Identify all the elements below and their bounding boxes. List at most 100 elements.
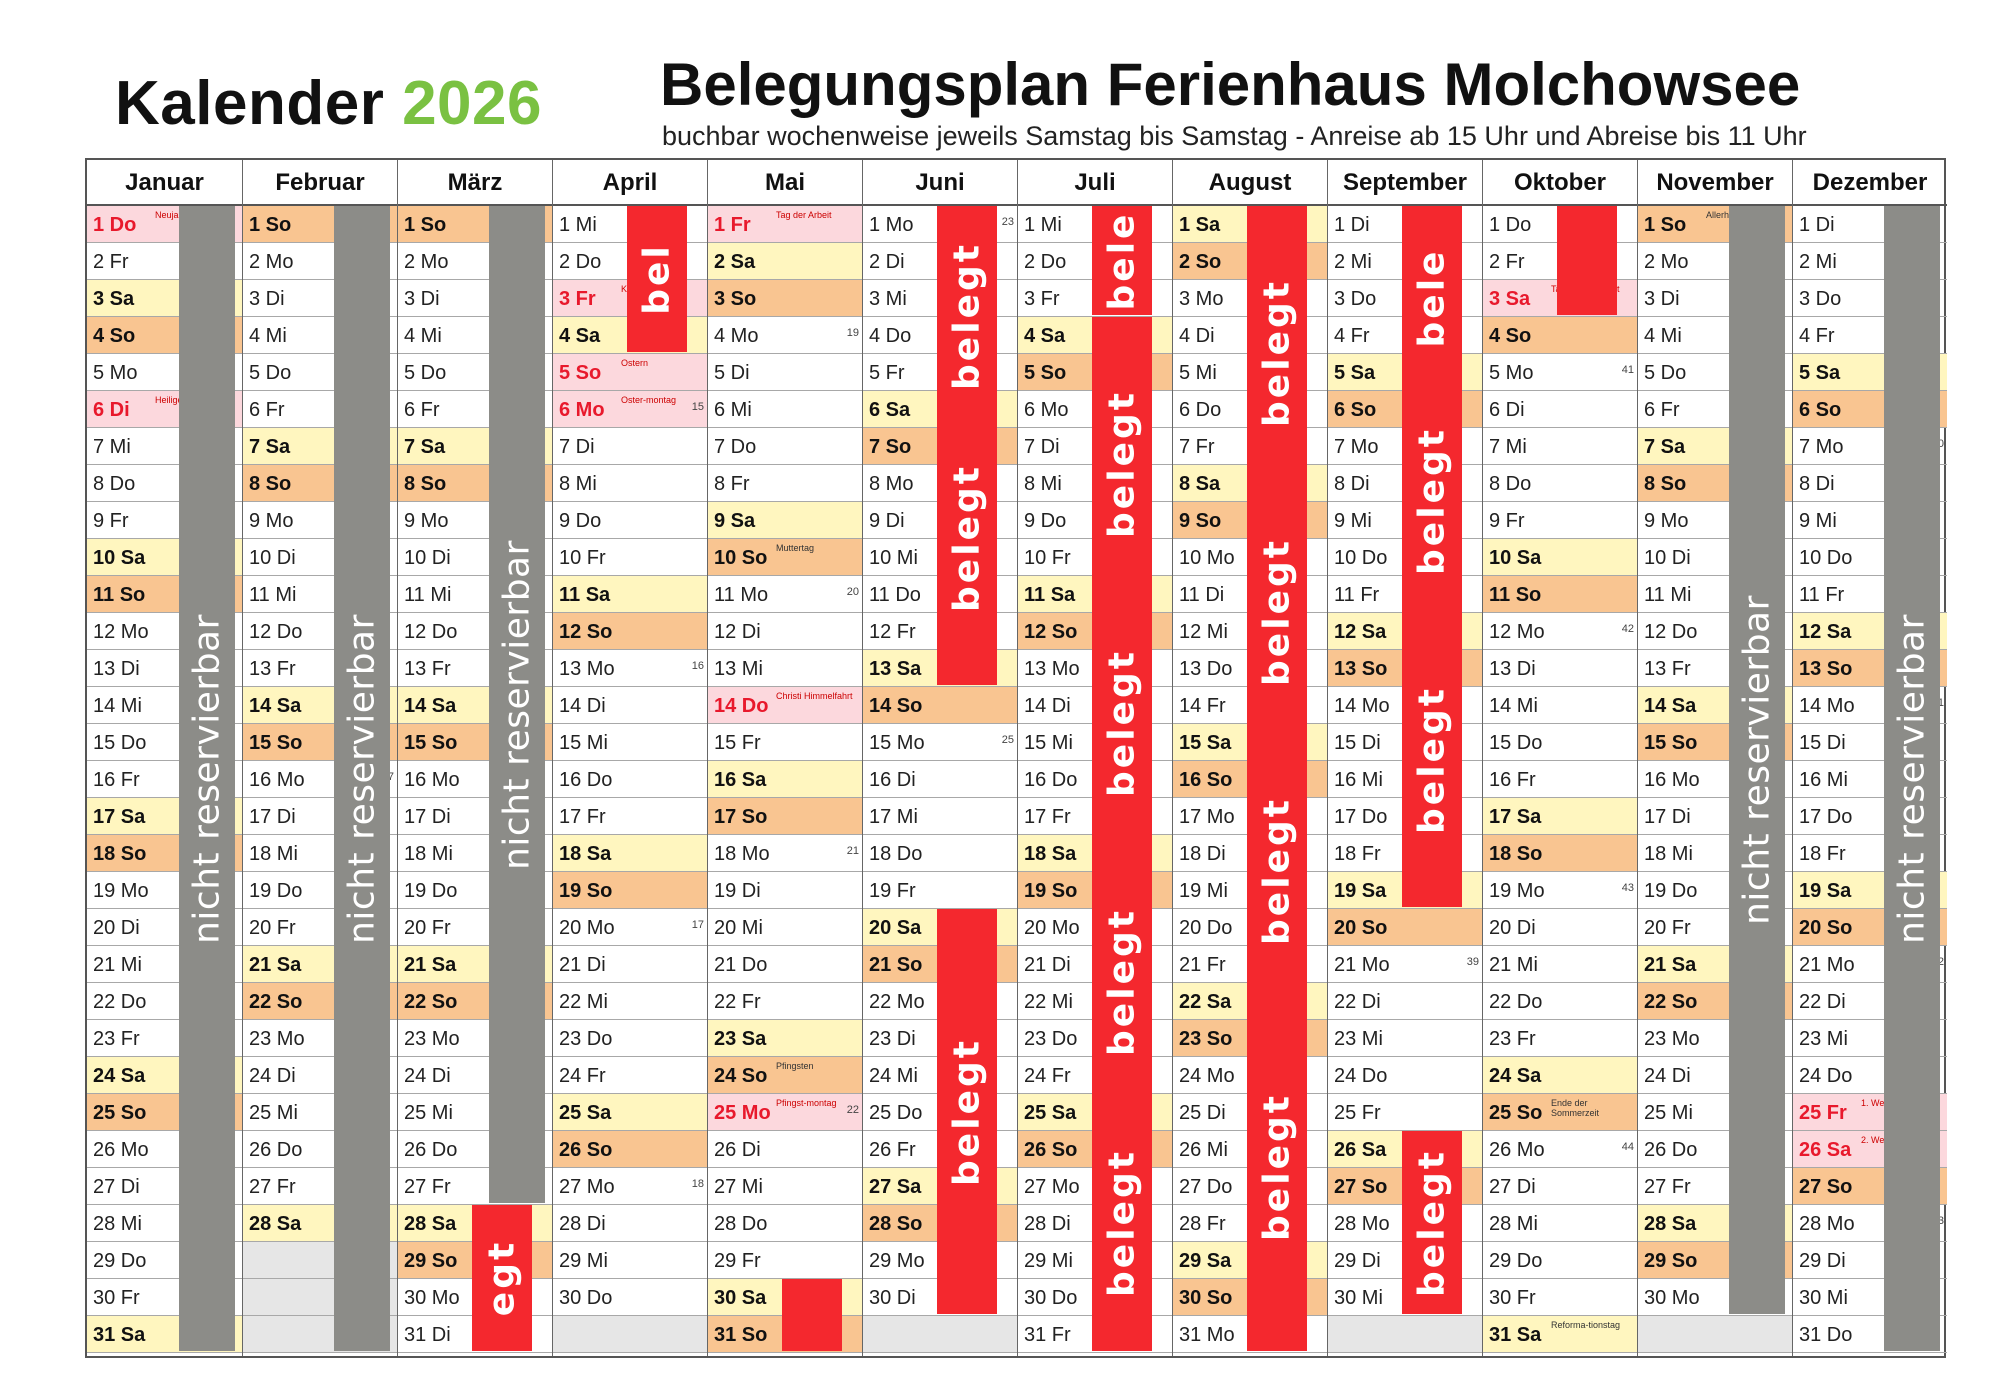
day-cell[interactable]: 3 Do [1793,280,1947,317]
day-cell[interactable]: 11 Mi [1638,576,1792,613]
day-cell[interactable]: 12 Do [1638,613,1792,650]
day-cell[interactable]: 11 Fr [1793,576,1947,613]
day-cell[interactable]: 29 Do [87,1242,242,1279]
day-cell[interactable]: 31 Sa Reforma-tionstag [1483,1316,1637,1353]
day-cell[interactable]: 20 Fr [1638,909,1792,946]
day-cell[interactable]: 14 Do Christi Himmelfahrt [708,687,862,724]
day-cell[interactable]: 6 Di [1483,391,1637,428]
day-cell[interactable]: 5 So Ostern [553,354,707,391]
day-cell[interactable]: 23 Mi [1793,1020,1947,1057]
day-cell[interactable]: 5 Mo [87,354,242,391]
day-cell[interactable]: 16 Mi [1793,761,1947,798]
day-cell[interactable]: 30 Mi [1793,1279,1947,1316]
day-cell[interactable]: 6 Mi [708,391,862,428]
day-cell[interactable]: 10 Di [398,539,552,576]
day-cell[interactable]: 11 Sa [553,576,707,613]
day-cell[interactable]: 2 Mo [1638,243,1792,280]
day-cell[interactable]: 26 Do [398,1131,552,1168]
day-cell[interactable]: 5 Do [1638,354,1792,391]
day-cell[interactable]: 11 Mi [243,576,397,613]
day-cell[interactable]: 22 Do [87,983,242,1020]
day-cell[interactable]: 26 Do [1638,1131,1792,1168]
day-cell[interactable]: 19 Di [708,872,862,909]
day-cell[interactable]: 7 Mi [87,428,242,465]
day-cell[interactable]: 15 Do [87,724,242,761]
day-cell[interactable]: 24 Do [1793,1057,1947,1094]
day-cell[interactable]: 3 Di [398,280,552,317]
day-cell[interactable]: 12 So [553,613,707,650]
day-cell[interactable]: 18 So [1483,835,1637,872]
day-cell[interactable]: 10 Di [243,539,397,576]
day-cell[interactable]: 16 Fr [87,761,242,798]
day-cell[interactable]: 7 Mi [1483,428,1637,465]
day-cell[interactable]: 19 Mo 43 [1483,872,1637,909]
day-cell[interactable]: 16 Fr [1483,761,1637,798]
day-cell[interactable]: 21 Mi [1483,946,1637,983]
day-cell[interactable]: 21 Do [708,946,862,983]
day-cell[interactable]: 16 Sa [708,761,862,798]
day-cell[interactable]: 8 Do [87,465,242,502]
day-cell[interactable]: 5 Do [243,354,397,391]
day-cell[interactable]: 31 Fr [1018,1316,1172,1353]
day-cell[interactable]: 9 Mo [243,502,397,539]
day-cell[interactable]: 25 So Ende der Sommerzeit [1483,1094,1637,1131]
day-cell[interactable]: 21 Mo 39 [1328,946,1482,983]
day-cell[interactable]: 19 So [553,872,707,909]
day-cell[interactable]: 11 Mo 20 [708,576,862,613]
day-cell[interactable]: 15 Fr [708,724,862,761]
day-cell[interactable]: 24 So Pfingsten [708,1057,862,1094]
day-cell[interactable]: 20 Di [87,909,242,946]
day-cell[interactable]: 13 Di [87,650,242,687]
day-cell[interactable]: 4 Mi [398,317,552,354]
day-cell[interactable]: 28 Do [708,1205,862,1242]
day-cell[interactable]: 17 Fr [553,798,707,835]
day-cell[interactable]: 16 Di [863,761,1017,798]
day-cell[interactable]: 2 Mo [243,243,397,280]
day-cell[interactable]: 6 Fr [1638,391,1792,428]
day-cell[interactable]: 14 So [863,687,1017,724]
day-cell[interactable]: 8 Di [1793,465,1947,502]
day-cell[interactable]: 16 Mo [398,761,552,798]
day-cell[interactable]: 31 Do [1793,1316,1947,1353]
day-cell[interactable]: 9 Mo [1638,502,1792,539]
day-cell[interactable]: 20 So [1328,909,1482,946]
day-cell[interactable]: 27 Fr [1638,1168,1792,1205]
day-cell[interactable]: 3 Di [1638,280,1792,317]
day-cell[interactable]: 18 Sa [553,835,707,872]
day-cell[interactable]: 17 Di [398,798,552,835]
day-cell[interactable]: 27 Fr [243,1168,397,1205]
day-cell[interactable]: 25 Mi [398,1094,552,1131]
day-cell[interactable]: 27 Fr [398,1168,552,1205]
day-cell[interactable]: 22 Di [1793,983,1947,1020]
day-cell[interactable]: 2 Mi [1793,243,1947,280]
day-cell[interactable]: 30 Mi [1328,1279,1482,1316]
day-cell[interactable]: 20 Mo 17 [553,909,707,946]
day-cell[interactable]: 17 Do [1793,798,1947,835]
day-cell[interactable]: 31 Mo [1173,1316,1327,1353]
day-cell[interactable]: 28 Mi [87,1205,242,1242]
day-cell[interactable]: 17 Sa [1483,798,1637,835]
day-cell[interactable]: 9 Mo [398,502,552,539]
day-cell[interactable]: 11 Mi [398,576,552,613]
day-cell[interactable]: 10 Di [1638,539,1792,576]
day-cell[interactable]: 12 Do [398,613,552,650]
day-cell[interactable]: 22 Do [1483,983,1637,1020]
day-cell[interactable]: 18 Fr [1793,835,1947,872]
day-cell[interactable]: 26 So [553,1131,707,1168]
day-cell[interactable]: 18 Mo 21 [708,835,862,872]
day-cell[interactable]: 20 Di [1483,909,1637,946]
day-cell[interactable]: 16 Do [553,761,707,798]
day-cell[interactable]: 2 Mo [398,243,552,280]
day-cell[interactable]: 26 Mo 44 [1483,1131,1637,1168]
day-cell[interactable]: 10 Fr [553,539,707,576]
day-cell[interactable]: 20 Fr [243,909,397,946]
day-cell[interactable]: 18 Do [863,835,1017,872]
day-cell[interactable]: 14 Mi [87,687,242,724]
day-cell[interactable]: 23 Fr [87,1020,242,1057]
day-cell[interactable]: 27 Mi [708,1168,862,1205]
day-cell[interactable]: 5 Di [708,354,862,391]
day-cell[interactable]: 28 Di [553,1205,707,1242]
day-cell[interactable]: 19 Do [243,872,397,909]
day-cell[interactable]: 13 Mo 16 [553,650,707,687]
day-cell[interactable]: 28 Mi [1483,1205,1637,1242]
